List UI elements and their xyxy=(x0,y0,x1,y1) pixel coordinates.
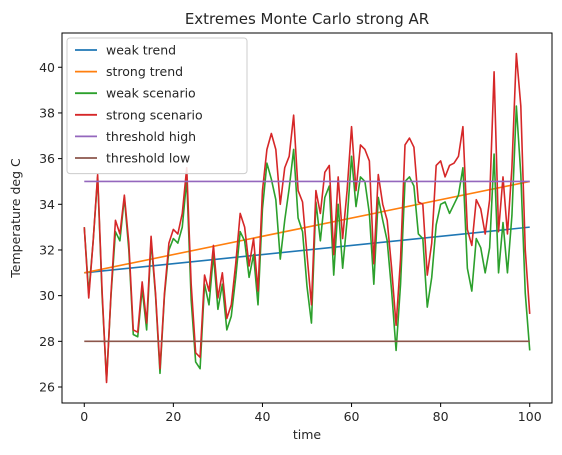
y-axis: 26 28 30 32 34 36 38 40 xyxy=(39,60,62,395)
x-tick-label: 80 xyxy=(433,409,449,424)
legend-label-threshold-low: threshold low xyxy=(106,151,190,166)
x-tick-label: 20 xyxy=(165,409,181,424)
plot-frame xyxy=(61,32,553,404)
y-tick-label: 38 xyxy=(39,105,55,120)
y-tick-label: 32 xyxy=(39,242,55,257)
x-axis-label: time xyxy=(293,427,322,442)
x-tick-label: 60 xyxy=(344,409,360,424)
legend-label-threshold-high: threshold high xyxy=(106,129,196,144)
y-tick-label: 40 xyxy=(39,60,55,75)
x-tick-label: 0 xyxy=(80,409,88,424)
x-axis: 0 20 40 60 80 100 xyxy=(80,403,542,424)
y-tick-label: 36 xyxy=(39,151,55,166)
legend: weak trend strong trend weak scenario stron… xyxy=(66,37,248,175)
series-line-strong-trend xyxy=(84,180,530,274)
series-line-strong-scenario xyxy=(83,52,531,384)
y-axis-label: Temperature deg C xyxy=(8,158,23,279)
x-tick-label: 100 xyxy=(518,409,542,424)
y-tick-label: 30 xyxy=(39,288,55,303)
y-tick-label: 34 xyxy=(39,197,55,212)
legend-box xyxy=(66,37,248,175)
chart-title: Extremes Monte Carlo strong AR xyxy=(185,10,429,28)
legend-label-weak-scenario: weak scenario xyxy=(106,86,196,101)
legend-label-strong-scenario: strong scenario xyxy=(106,107,203,122)
legend-label-strong-trend: strong trend xyxy=(106,64,183,79)
x-tick-label: 40 xyxy=(255,409,271,424)
legend-label-weak-trend: weak trend xyxy=(106,43,176,58)
series-layer xyxy=(83,52,531,384)
y-tick-label: 28 xyxy=(39,334,55,349)
y-tick-label: 26 xyxy=(39,380,55,395)
